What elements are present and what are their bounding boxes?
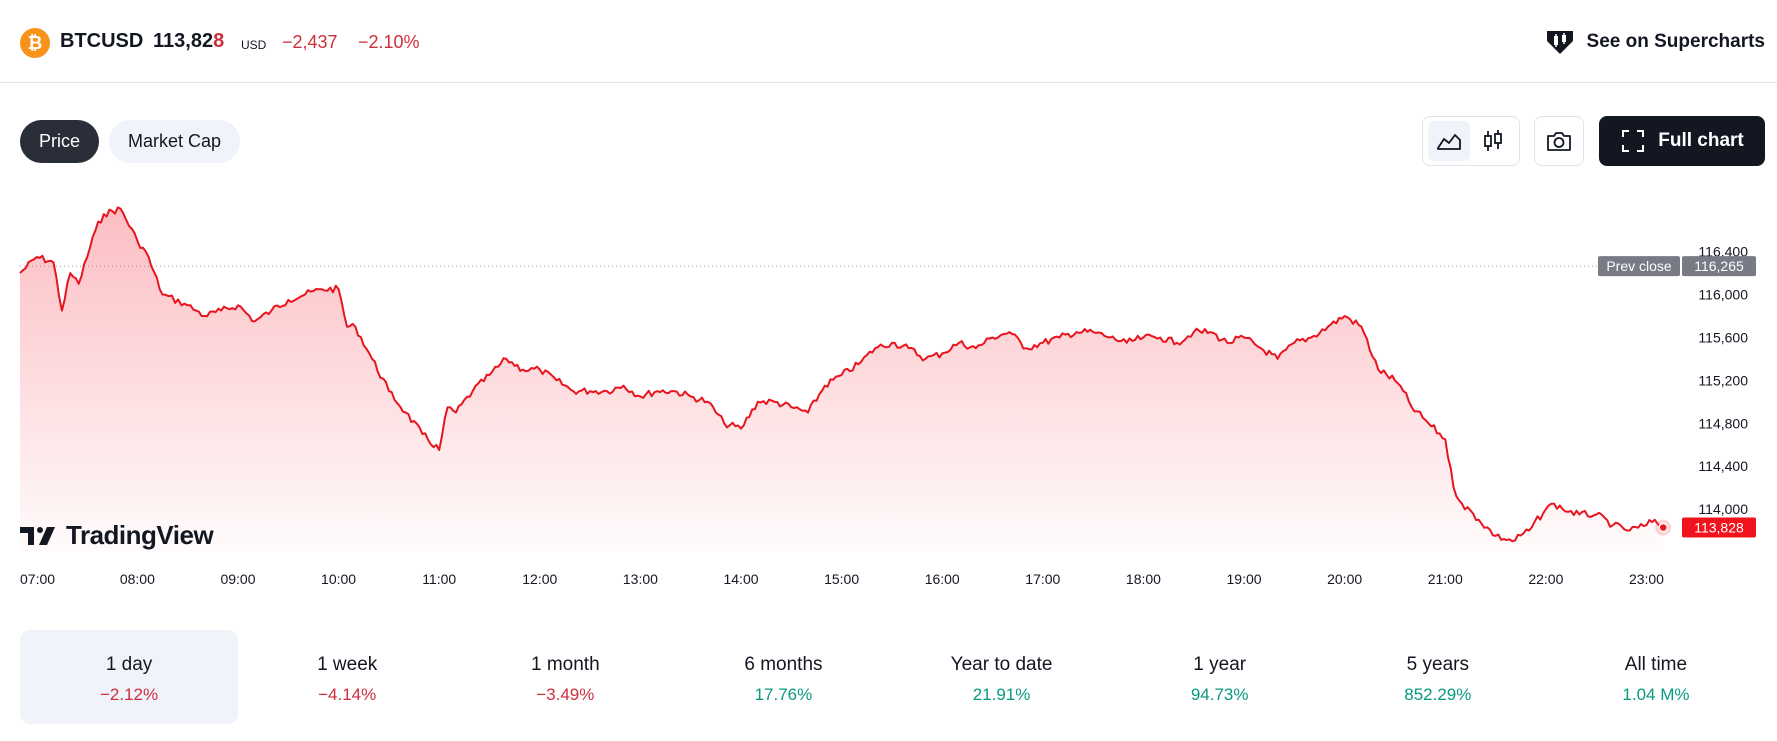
- price-last-digit: 8: [213, 30, 225, 52]
- x-tick-label: 16:00: [925, 571, 960, 587]
- x-tick-label: 14:00: [723, 571, 758, 587]
- tradingview-logo-text: TradingView: [66, 520, 214, 550]
- tab-market-cap[interactable]: Market Cap: [109, 120, 241, 163]
- x-tick-label: 22:00: [1528, 571, 1563, 587]
- x-tick-label: 21:00: [1428, 571, 1463, 587]
- period-change: −3.49%: [536, 685, 595, 704]
- price-chart-svg[interactable]: 116,400 116,000 115,600 115,200 114,800 114,4…: [0, 190, 1777, 595]
- tradingview-logo-icon: [20, 526, 55, 545]
- x-tick-label: 09:00: [220, 571, 255, 587]
- supercharts-logo-icon: [1546, 31, 1573, 54]
- tradingview-branding[interactable]: TradingView: [20, 520, 214, 551]
- last-price-badge-value: 113,828: [1694, 520, 1744, 536]
- price-chart[interactable]: 116,400 116,000 115,600 115,200 114,800 114,4…: [0, 190, 1777, 595]
- tab-price[interactable]: Price: [20, 120, 100, 163]
- prev-close-badge: Prev close 116,265: [1598, 256, 1756, 277]
- period-label: 1 month: [530, 654, 600, 675]
- area-chart-icon: [1437, 134, 1461, 150]
- x-tick-label: 10:00: [321, 571, 356, 587]
- period-change: −2.12%: [99, 685, 159, 704]
- period-6-months[interactable]: 6 months 17.76%: [674, 630, 892, 724]
- x-tick-label: 13:00: [623, 571, 658, 587]
- symbol-header: ₿ BTCUSD 113,828 USD −2,437 −2.10% See o…: [0, 0, 1777, 83]
- period-label: All time: [1624, 654, 1688, 675]
- x-tick-label: 18:00: [1126, 571, 1161, 587]
- period-change: 21.91%: [972, 685, 1031, 704]
- fullscreen-icon: [1622, 130, 1645, 152]
- bitcoin-icon: ₿: [20, 28, 50, 58]
- x-tick-label: 23:00: [1629, 571, 1664, 587]
- last-price-badge: 113,828: [1682, 517, 1756, 538]
- period-year-to-date[interactable]: Year to date 21.91%: [893, 630, 1111, 724]
- x-tick-label: 11:00: [422, 571, 456, 587]
- period-selector: 1 day −2.12% 1 week −4.14% 1 month −3.49…: [20, 630, 1765, 724]
- full-chart-label: Full chart: [1658, 130, 1744, 151]
- period-change: 852.29%: [1404, 685, 1472, 704]
- x-axis: 07:00 08:00 09:00 10:00 11:00 12:00 13:00 14:00…: [20, 571, 1664, 587]
- see-on-supercharts-link[interactable]: See on Supercharts: [1543, 26, 1765, 58]
- price-line: [19, 206, 1664, 543]
- camera-icon: [1547, 132, 1571, 151]
- period-1-day[interactable]: 1 day −2.12%: [20, 630, 239, 724]
- period-label: 1 week: [317, 654, 378, 675]
- prev-close-label: Prev close: [1606, 258, 1672, 274]
- y-tick-label: 114,000: [1698, 501, 1748, 517]
- candlestick-icon: [1484, 130, 1502, 151]
- price-area-fill: [20, 207, 1664, 552]
- prev-close-value: 116,265: [1694, 258, 1744, 274]
- period-change: 1.04 M%: [1622, 685, 1690, 704]
- price-change-percent: −2.10%: [358, 32, 420, 52]
- period-all-time[interactable]: All time 1.04 M%: [1547, 630, 1765, 724]
- y-tick-label: 115,600: [1698, 329, 1748, 345]
- snapshot-button[interactable]: [1534, 116, 1584, 166]
- period-label: 1 day: [105, 654, 153, 675]
- period-1-month[interactable]: 1 month −3.49%: [456, 630, 674, 724]
- x-tick-label: 19:00: [1227, 571, 1262, 587]
- period-change: −4.14%: [318, 685, 377, 704]
- y-tick-label: 114,400: [1698, 458, 1748, 474]
- x-tick-label: 07:00: [20, 571, 55, 587]
- x-tick-label: 20:00: [1327, 571, 1362, 587]
- see-on-supercharts-label: See on Supercharts: [1586, 31, 1765, 52]
- period-5-years[interactable]: 5 years 852.29%: [1329, 630, 1547, 724]
- y-tick-label: 116,000: [1698, 287, 1748, 303]
- x-tick-label: 08:00: [120, 571, 155, 587]
- period-label: 6 months: [744, 654, 823, 675]
- y-tick-label: 114,800: [1698, 415, 1748, 431]
- candlestick-chart-button[interactable]: [1472, 121, 1514, 161]
- y-tick-label: 115,200: [1698, 372, 1748, 388]
- full-chart-button[interactable]: Full chart: [1599, 116, 1765, 166]
- x-tick-label: 12:00: [522, 571, 557, 587]
- period-label: 1 year: [1193, 654, 1247, 675]
- prev-close-label-bg: [1598, 256, 1680, 277]
- last-price: 113,828: [153, 30, 224, 53]
- area-chart-button[interactable]: [1428, 121, 1470, 161]
- price-change-absolute: −2,437: [282, 32, 338, 52]
- x-tick-label: 17:00: [1025, 571, 1060, 587]
- price-main: 113,82: [153, 30, 214, 52]
- x-tick-label: 15:00: [824, 571, 859, 587]
- chart-type-switcher: [1422, 116, 1520, 166]
- period-label: Year to date: [950, 654, 1053, 675]
- period-change: 17.76%: [754, 685, 813, 704]
- y-axis: 116,400 116,000 115,600 115,200 114,800 114,4…: [1698, 244, 1748, 517]
- period-1-week[interactable]: 1 week −4.14%: [238, 630, 456, 724]
- period-change: 94.73%: [1190, 685, 1249, 704]
- period-1-year[interactable]: 1 year 94.73%: [1111, 630, 1329, 724]
- prev-close-value-bg: [1682, 256, 1756, 277]
- y-tick-label: 116,400: [1698, 244, 1748, 260]
- symbol-name: BTCUSD: [60, 30, 144, 52]
- last-price-marker: [1655, 519, 1672, 536]
- currency-label: USD: [241, 38, 267, 52]
- period-label: 5 years: [1406, 654, 1469, 675]
- last-price-badge-bg: [1682, 517, 1756, 538]
- last-price-marker-dot: [1658, 522, 1668, 533]
- chart-metric-tabs: Price Market Cap: [20, 120, 241, 163]
